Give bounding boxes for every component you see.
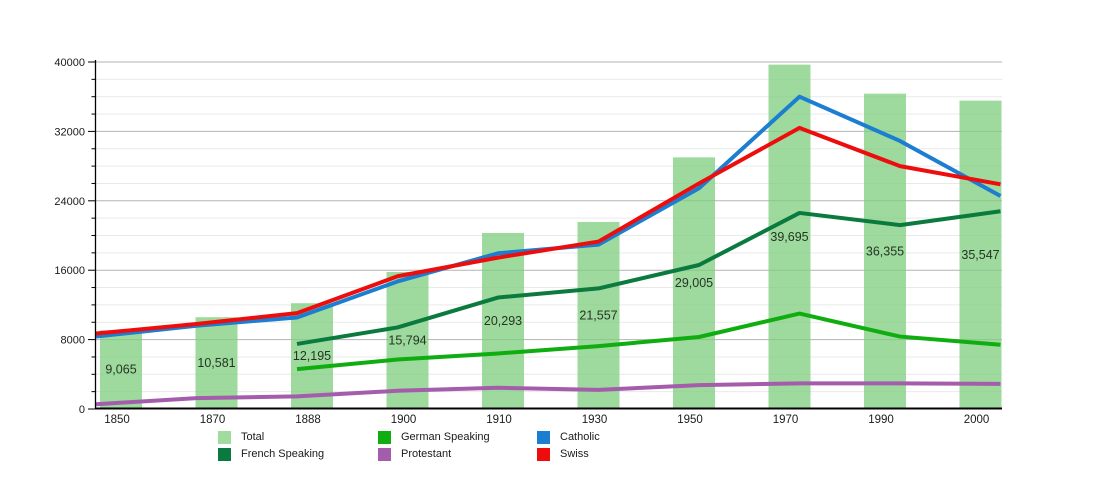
y-tick-label: 32000 xyxy=(54,126,85,138)
x-axis-labels: 1850 1870 1888 1900 1910 1930 1950 1970 1990 2000 xyxy=(104,414,989,426)
x-tick-label-1850: 1850 xyxy=(104,414,130,426)
bar-value-label: 15,794 xyxy=(388,333,426,347)
legend-swatch-icon xyxy=(378,448,391,461)
total-bar-1850 xyxy=(100,330,142,409)
legend-swatch-icon xyxy=(537,431,550,444)
legend-item-swiss: Swiss xyxy=(537,448,600,461)
legend-swatch-icon xyxy=(218,448,231,461)
axes xyxy=(94,60,1002,410)
bar-value-label: 12,195 xyxy=(293,349,331,363)
bar-value-label: 29,005 xyxy=(675,276,713,290)
total-bar-1870 xyxy=(195,317,238,409)
gridlines-minor xyxy=(96,78,1002,393)
total-bar-1970 xyxy=(768,64,811,409)
total-bar-1900 xyxy=(386,271,429,409)
y-axis-ticks xyxy=(88,61,95,410)
x-tick-label-1970: 1970 xyxy=(773,414,799,426)
line-protestant xyxy=(95,381,1001,407)
legend-label: Protestant xyxy=(401,448,452,460)
y-tick-label: 0 xyxy=(79,404,85,416)
total-bar-1990 xyxy=(864,93,906,410)
bar-value-label: 39,695 xyxy=(770,230,808,244)
x-tick-label-1910: 1910 xyxy=(486,414,512,426)
chart-legend: Total German Speaking Catholic French Speak… xyxy=(218,431,600,461)
x-tick-label-2000: 2000 xyxy=(964,414,990,426)
x-tick-label-1888: 1888 xyxy=(295,414,321,426)
y-tick-label: 24000 xyxy=(54,196,85,208)
x-tick-label-1990: 1990 xyxy=(868,414,894,426)
total-bar-2000 xyxy=(959,100,1002,410)
legend-label: Swiss xyxy=(560,448,589,460)
x-tick-label-1930: 1930 xyxy=(582,414,608,426)
bar-value-label: 20,293 xyxy=(484,314,522,328)
y-tick-label: 40000 xyxy=(54,57,85,69)
legend-item-french-speaking: French Speaking xyxy=(218,448,378,461)
legend-item-catholic: Catholic xyxy=(537,431,600,444)
legend-item-protestant: Protestant xyxy=(378,448,537,461)
line-french-speaking xyxy=(296,209,1001,346)
total-bar-1910 xyxy=(482,232,524,409)
legend-item-total: Total xyxy=(218,431,378,444)
y-axis-labels: 0 8000 16000 24000 32000 40000 xyxy=(54,57,85,416)
y-tick-label: 8000 xyxy=(61,335,85,347)
bar-value-label: 10,581 xyxy=(197,356,235,370)
line-swiss xyxy=(95,125,1001,336)
legend-swatch-icon xyxy=(378,431,391,444)
legend-label: French Speaking xyxy=(241,448,325,460)
line-german-speaking xyxy=(296,311,1001,372)
legend-label: Total xyxy=(241,431,265,443)
legend-swatch-icon xyxy=(537,448,550,461)
bar-value-label: 9,065 xyxy=(105,363,136,377)
bar-value-label: 21,557 xyxy=(579,308,617,322)
legend-item-german-speaking: German Speaking xyxy=(378,431,537,444)
bar-value-labels: 9,065 10,581 12,195 15,794 20,293 21,557 29,00… xyxy=(105,230,999,377)
line-series xyxy=(95,94,1002,407)
bar-value-label: 36,355 xyxy=(866,244,904,258)
legend-label: German Speaking xyxy=(401,431,490,443)
total-bars xyxy=(100,64,1002,410)
total-bar-1930 xyxy=(577,221,620,409)
legend-label: Catholic xyxy=(560,431,600,443)
x-tick-label-1870: 1870 xyxy=(200,414,226,426)
bar-value-label: 35,547 xyxy=(961,248,999,262)
y-tick-label: 16000 xyxy=(54,265,85,277)
x-tick-label-1900: 1900 xyxy=(391,414,417,426)
gridlines-major xyxy=(96,61,1002,341)
x-tick-label-1950: 1950 xyxy=(677,414,703,426)
total-bar-1888 xyxy=(291,303,333,409)
legend-swatch-icon xyxy=(218,431,231,444)
